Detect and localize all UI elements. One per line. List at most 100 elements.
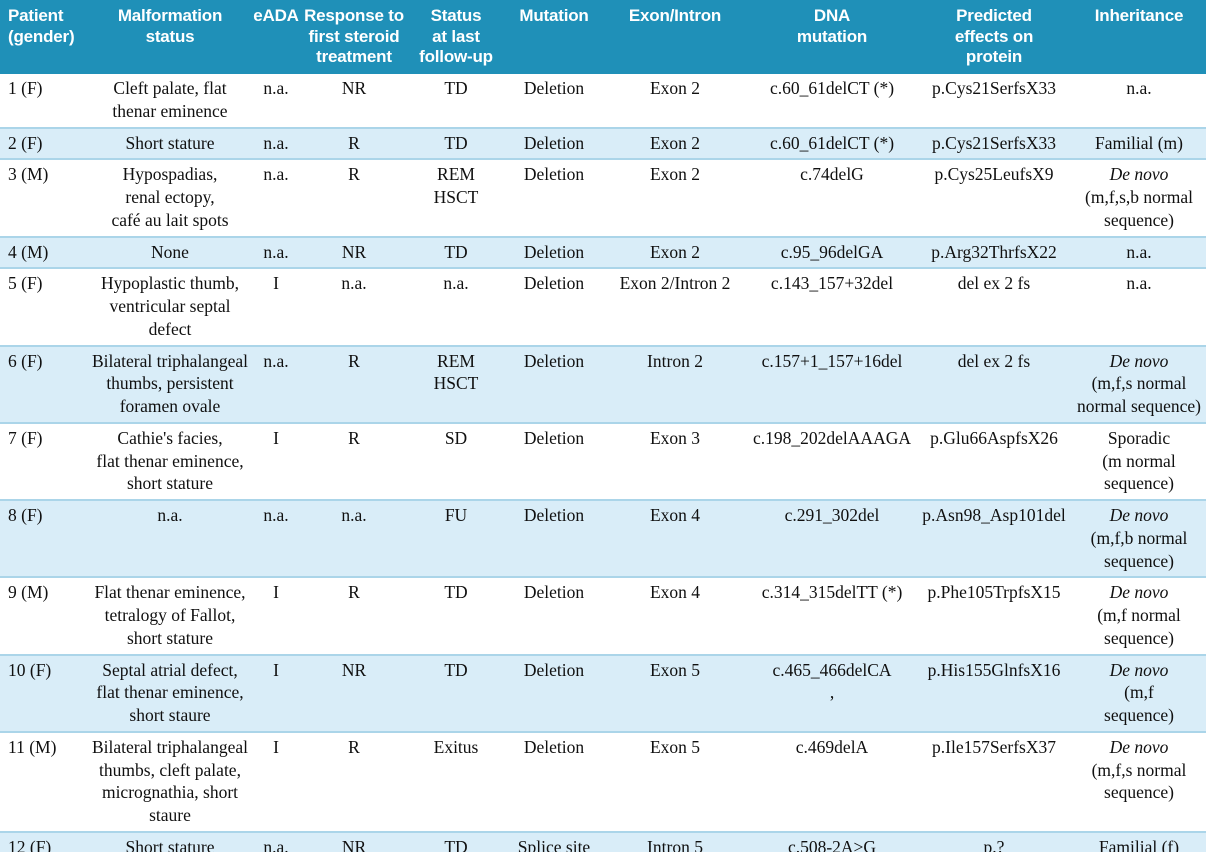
inheritance-lead: De novo — [1109, 164, 1169, 185]
cell-followup_status: REM HSCT — [433, 350, 479, 394]
cell-inheritance: Familial (f) — [1072, 832, 1206, 852]
cell-inheritance: De novo (m,f normal sequence) — [1072, 577, 1206, 654]
table-row: 5 (F) Hypoplastic thumb, ventricular sept… — [0, 268, 1206, 345]
inheritance-note: Familial (m) — [1095, 132, 1183, 153]
column-header-protein_effect: Predicted effects on protein — [916, 0, 1072, 75]
cell-inheritance: n.a. — [1072, 268, 1206, 345]
cell-steroid_response: R — [348, 132, 360, 153]
cell-dna_mutation: c.143_157+32del — [770, 273, 894, 294]
cell-protein_effect: p.Asn98_Asp101del — [922, 505, 1066, 526]
column-header-steroid_response: Response to first steroid treatment — [302, 0, 406, 75]
cell-malformation: Short stature — [125, 836, 215, 852]
inheritance-note: (m,f,s normal normal sequence) — [1077, 373, 1201, 417]
cell-protein_effect: p.Arg32ThrfsX22 — [931, 241, 1057, 262]
cell-followup_status: REM HSCT — [433, 164, 479, 208]
cell-malformation: Cathie's facies, flat thenar eminence, s… — [96, 427, 244, 494]
inheritance-note: (m,f,b normal sequence) — [1090, 527, 1188, 571]
cell-patient: 8 (F) — [8, 505, 43, 526]
table-row: 1 (F) Cleft palate, flat thenar eminence n… — [0, 74, 1206, 128]
cell-malformation: Septal atrial defect, flat thenar eminen… — [96, 659, 244, 726]
cell-followup_status: TD — [444, 836, 468, 852]
cell-protein_effect: p.? — [983, 836, 1005, 852]
cell-dna_mutation: c.60_61delCT (*) — [769, 132, 895, 153]
cell-mutation: Deletion — [523, 582, 585, 603]
table-row: 11 (M) Bilateral triphalangeal thumbs, cl… — [0, 732, 1206, 832]
cell-mutation: Deletion — [523, 505, 585, 526]
inheritance-note: n.a. — [1126, 78, 1152, 99]
table-row: 7 (F) Cathie's facies, flat thenar eminen… — [0, 423, 1206, 500]
cell-inheritance: Sporadic (m normal sequence) — [1072, 423, 1206, 500]
cell-patient: 6 (F) — [8, 350, 43, 371]
table-row: 9 (M) Flat thenar eminence, tetralogy of … — [0, 577, 1206, 654]
column-header-mutation: Mutation — [506, 0, 602, 75]
cell-mutation: Deletion — [523, 659, 585, 680]
cell-patient: 9 (M) — [8, 582, 49, 603]
cell-exon_intron: Exon 2/Intron 2 — [619, 273, 731, 294]
cell-exon_intron: Exon 2 — [649, 132, 701, 153]
cell-eada: n.a. — [263, 132, 289, 153]
cell-steroid_response: n.a. — [341, 505, 367, 526]
cell-eada: n.a. — [263, 505, 289, 526]
column-header-dna_mutation: DNA mutation — [748, 0, 916, 75]
cell-dna_mutation: c.465_466delCA , — [772, 659, 892, 703]
column-header-followup_status: Status at last follow-up — [406, 0, 506, 75]
cell-exon_intron: Intron 5 — [647, 836, 703, 852]
cell-malformation: Bilateral triphalangeal thumbs, cleft pa… — [92, 736, 248, 826]
cell-mutation: Deletion — [523, 350, 585, 371]
cell-eada: n.a. — [263, 78, 289, 99]
cell-inheritance: De novo (m,f,b normal sequence) — [1072, 500, 1206, 577]
cell-malformation: Hypoplastic thumb, ventricular septal de… — [100, 273, 240, 339]
cell-followup_status: TD — [444, 132, 468, 153]
cell-exon_intron: Exon 5 — [649, 736, 701, 757]
cell-steroid_response: R — [348, 350, 360, 371]
cell-patient: 10 (F) — [8, 659, 52, 680]
cell-eada: I — [273, 273, 279, 294]
cell-malformation: Short stature — [125, 132, 215, 153]
cell-steroid_response: NR — [341, 659, 367, 680]
cell-mutation: Deletion — [523, 78, 585, 99]
cell-protein_effect: p.Glu66AspfsX26 — [930, 427, 1058, 448]
cell-protein_effect: p.His155GlnfsX16 — [927, 659, 1061, 680]
cell-inheritance: De novo (m,f,s normal sequence) — [1072, 732, 1206, 832]
cell-followup_status: TD — [444, 659, 468, 680]
cell-protein_effect: p.Cys25LeufsX9 — [934, 164, 1054, 185]
cell-eada: I — [273, 736, 279, 757]
cell-followup_status: SD — [444, 427, 468, 448]
column-header-inheritance: Inheritance — [1072, 0, 1206, 75]
cell-dna_mutation: c.314_315delTT (*) — [761, 582, 903, 603]
cell-exon_intron: Exon 4 — [649, 505, 701, 526]
cell-steroid_response: n.a. — [341, 273, 367, 294]
cell-steroid_response: R — [348, 164, 360, 185]
cell-patient: 12 (F) — [8, 836, 52, 852]
column-header-malformation: Malformation status — [90, 0, 250, 75]
cell-dna_mutation: c.508-2A>G — [787, 836, 877, 852]
cell-inheritance: n.a. — [1072, 74, 1206, 128]
cell-followup_status: TD — [444, 78, 468, 99]
cell-protein_effect: p.Phe105TrpfsX15 — [927, 582, 1061, 603]
cell-dna_mutation: c.291_302del — [784, 505, 880, 526]
column-header-eada: eADA — [250, 0, 302, 75]
cell-dna_mutation: c.60_61delCT (*) — [769, 78, 895, 99]
cell-exon_intron: Exon 2 — [649, 164, 701, 185]
cell-eada: n.a. — [263, 241, 289, 262]
cell-steroid_response: R — [348, 736, 360, 757]
cell-followup_status: TD — [444, 582, 468, 603]
inheritance-note: Sporadic (m normal sequence) — [1102, 427, 1176, 494]
inheritance-note: (m,f sequence) — [1104, 682, 1174, 726]
cell-protein_effect: p.Cys21SerfsX33 — [932, 78, 1056, 99]
cell-dna_mutation: c.469delA — [795, 736, 869, 757]
table-body: 1 (F) Cleft palate, flat thenar eminence n… — [0, 74, 1206, 852]
cell-dna_mutation: c.198_202delAAAGA — [753, 427, 911, 448]
inheritance-note: (m,f normal sequence) — [1097, 605, 1181, 648]
cell-exon_intron: Exon 3 — [649, 427, 701, 448]
cell-mutation: Deletion — [523, 736, 585, 757]
table-row: 3 (M) Hypospadias, renal ectopy, café au … — [0, 159, 1206, 236]
cell-steroid_response: NR — [341, 836, 367, 852]
cell-malformation: n.a. — [157, 505, 183, 526]
cell-patient: 7 (F) — [8, 427, 43, 448]
table-row: 10 (F) Septal atrial defect, flat thenar … — [0, 654, 1206, 732]
table-header-row: Patient (gender) Malformation status eADA R… — [0, 0, 1206, 75]
inheritance-note: (m,f,s,b normal sequence) — [1085, 187, 1193, 230]
cell-followup_status: Exitus — [433, 736, 479, 757]
cell-exon_intron: Exon 2 — [649, 78, 701, 99]
